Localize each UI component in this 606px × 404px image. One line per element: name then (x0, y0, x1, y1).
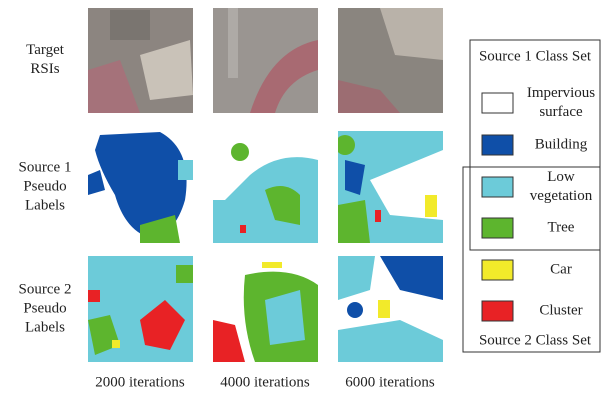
image (338, 256, 443, 362)
legend-swatch (482, 177, 513, 197)
legend-swatch (482, 301, 513, 321)
image (213, 131, 318, 243)
legend-swatch (482, 93, 513, 113)
legend-title: Source 1 Class Set (479, 48, 592, 64)
row-label: Labels (25, 197, 65, 213)
image (88, 256, 193, 362)
legend-title: Source 2 Class Set (479, 332, 592, 348)
row-label: RSIs (30, 61, 59, 77)
legend-label: surface (539, 104, 583, 120)
figure: Source 1 Class Set Source 2 Class Set Ta… (0, 0, 606, 399)
legend-label: Cluster (539, 302, 582, 318)
legend-label: Building (535, 136, 588, 152)
row-label: Source 1 (19, 159, 72, 175)
image (88, 131, 193, 243)
row-label: Pseudo (23, 300, 66, 316)
image (88, 8, 193, 113)
image (338, 8, 443, 113)
legend-label: vegetation (530, 188, 593, 204)
legend-label: Car (550, 261, 572, 277)
column-label: 6000 iterations (345, 374, 435, 390)
image (335, 131, 443, 243)
legend-label: Low (547, 169, 575, 185)
legend-label: Tree (548, 219, 575, 235)
column-label: 4000 iterations (220, 374, 310, 390)
image (213, 256, 318, 362)
legend-swatch (482, 218, 513, 238)
column-label: 2000 iterations (95, 374, 185, 390)
row-label: Target (26, 42, 65, 58)
row-label: Pseudo (23, 178, 66, 194)
image (213, 8, 318, 113)
row-label: Source 2 (19, 281, 72, 297)
row-label: Labels (25, 319, 65, 335)
legend-label: Impervious (527, 85, 595, 101)
legend-swatch (482, 260, 513, 280)
legend-swatch (482, 135, 513, 155)
